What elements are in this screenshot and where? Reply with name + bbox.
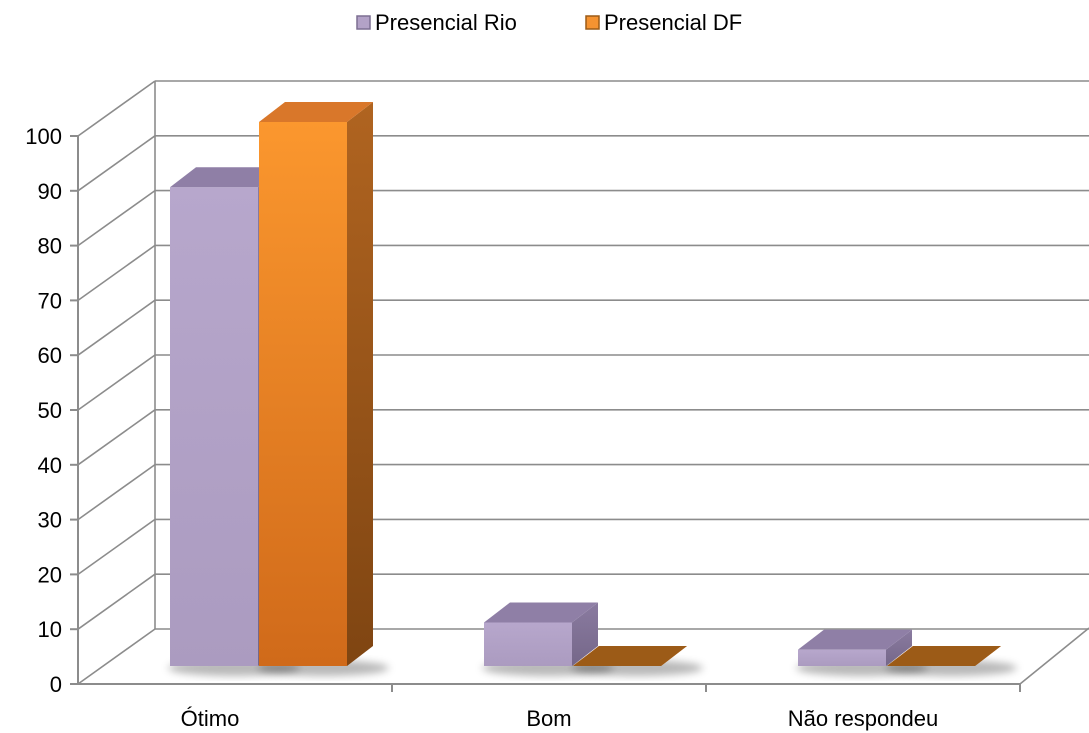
bar-top-flat — [887, 646, 1001, 666]
bar-top-flat — [573, 646, 687, 666]
y-tick-label: 50 — [38, 398, 62, 423]
y-tick-label: 10 — [38, 617, 62, 642]
legend-swatch — [356, 15, 371, 30]
gridline-side — [77, 299, 156, 356]
y-tick-label: 100 — [25, 124, 62, 149]
axes — [70, 135, 1021, 692]
y-tick-label: 20 — [38, 562, 62, 587]
legend-item-0: Presencial Rio — [356, 10, 517, 35]
y-tick-label: 30 — [38, 508, 62, 533]
bar-rio-1 — [484, 602, 598, 666]
legend: Presencial Rio Presencial DF — [356, 10, 742, 35]
bar-front — [170, 187, 258, 666]
bar-top — [259, 102, 373, 122]
legend-item-1: Presencial DF — [585, 10, 742, 35]
bar-df-2 — [887, 646, 1001, 666]
bar-top — [170, 167, 284, 188]
gridline-side — [77, 518, 156, 576]
bar-rio-2 — [798, 629, 912, 666]
bar-top — [798, 629, 912, 650]
category-label: Ótimo — [181, 706, 240, 731]
bar-side — [572, 602, 598, 666]
gridline-side — [77, 409, 156, 466]
bar-front — [259, 122, 347, 666]
labels: 0 10 20 30 40 50 60 70 80 90 100 Ótimo Bom Não respon… — [25, 124, 938, 731]
category-label: Bom — [526, 706, 571, 731]
gridline-side — [77, 244, 156, 302]
bar-top — [484, 602, 598, 623]
category-label: Não respondeu — [788, 706, 938, 731]
bars — [170, 102, 1001, 666]
gridline-side — [77, 628, 156, 685]
bar-front — [798, 649, 886, 666]
bar-side — [347, 102, 373, 666]
gridline-side — [77, 80, 156, 137]
bar-side — [886, 629, 912, 666]
y-tick-label: 90 — [38, 179, 62, 204]
gridline-side — [77, 463, 156, 521]
bar-df-0 — [259, 102, 373, 666]
bar-front — [484, 622, 572, 666]
y-tick-label: 80 — [38, 234, 62, 259]
y-tick-label: 0 — [50, 672, 62, 697]
gridline-side — [77, 354, 156, 411]
gridline-side — [77, 573, 156, 630]
y-tick-label: 70 — [38, 288, 62, 313]
bar-df-1 — [573, 646, 687, 666]
y-tick-label: 60 — [38, 343, 62, 368]
legend-swatch — [585, 15, 600, 30]
y-tick-label: 40 — [38, 453, 62, 478]
gridline-side — [77, 135, 156, 192]
legend-label: Presencial Rio — [375, 10, 517, 35]
gridline-side — [77, 189, 156, 247]
floor-right-edge — [1019, 627, 1089, 685]
legend-label: Presencial DF — [604, 10, 742, 35]
